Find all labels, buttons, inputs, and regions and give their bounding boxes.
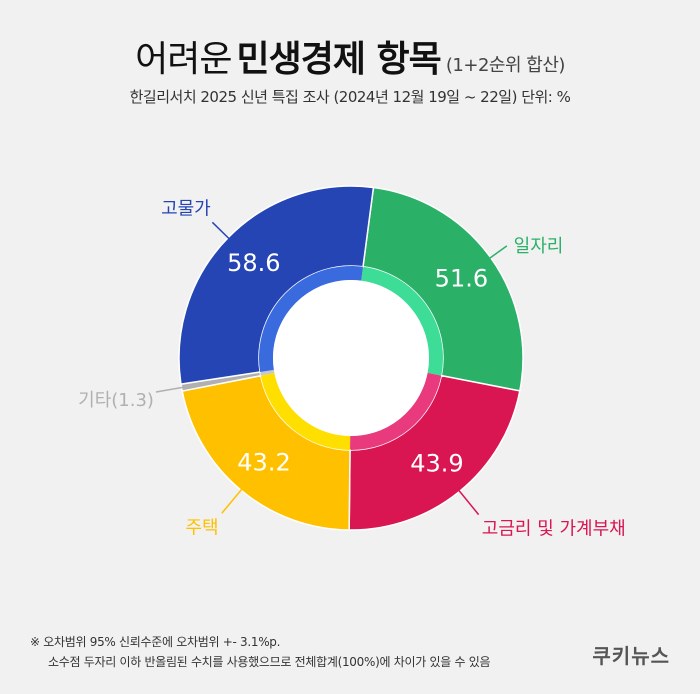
slice-inner-ring-1 <box>350 372 442 450</box>
footnote-line-2: 소수점 두자리 이하 반올림된 수치를 사용했으므로 전체합계(100%)에 차… <box>48 655 491 669</box>
brand-logo: 쿠키뉴스 <box>592 644 670 668</box>
slice-label-2: 주택 <box>185 517 218 538</box>
slice-label-0: 일자리 <box>514 236 564 257</box>
slice-label-1: 고금리 및 가계부채 <box>482 519 626 540</box>
title-bold: 민생경제 항목 <box>236 39 442 80</box>
leader-line-2 <box>221 486 245 514</box>
donut-hole <box>273 280 429 436</box>
chart-title: 어려운 민생경제 항목 (1+2순위 합산) <box>0 30 700 82</box>
slice-value-4: 58.6 <box>227 249 280 277</box>
slice-label-3: 기타(1.3) <box>78 390 154 411</box>
leader-line-3 <box>155 386 186 393</box>
leader-line-4 <box>211 221 232 242</box>
slice-value-0: 51.6 <box>435 265 488 293</box>
slice-inner-ring-3 <box>260 369 275 376</box>
slice-value-1: 43.9 <box>410 449 463 477</box>
slice-inner-ring-4 <box>259 265 364 372</box>
slice-inner-ring-0 <box>361 266 443 376</box>
title-light: 어려운 <box>135 39 232 80</box>
title-note: (1+2순위 합산) <box>445 55 566 76</box>
slice-inner-ring-2 <box>260 372 351 450</box>
leader-line-1 <box>456 487 480 516</box>
footnote: ※ 오차범위 95% 신뢰수준에 오차범위 +- 3.1%p. 소수점 두자리 … <box>30 632 490 672</box>
slice-label-4: 고물가 <box>161 198 211 219</box>
leader-line-0 <box>486 245 508 261</box>
footnote-line-1: ※ 오차범위 95% 신뢰수준에 오차범위 +- 3.1%p. <box>30 635 281 649</box>
slice-value-2: 43.2 <box>237 449 290 477</box>
chart-subtitle: 한길리서치 2025 신년 특집 조사 (2024년 12월 19일 ~ 22일… <box>129 88 571 106</box>
